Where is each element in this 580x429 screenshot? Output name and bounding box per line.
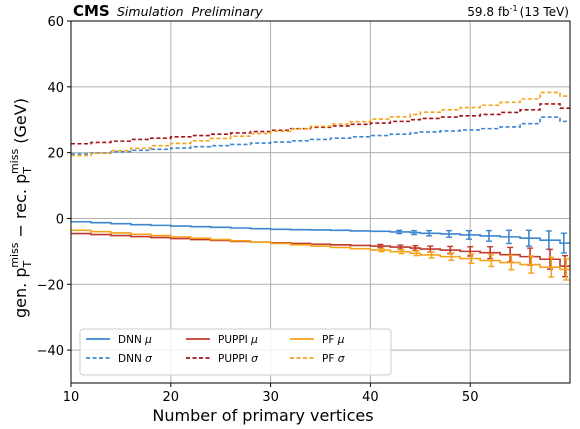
legend-label: DNN μ [118,334,152,346]
series-pf-sigma [71,91,570,157]
y-tick-label: 20 [47,147,64,162]
legend-item-pf-mu: PF μ [290,334,345,346]
legend-item-pf-sigma: PF σ [290,353,345,365]
legend-items: DNN μ DNN σ PUPPI μ PUPPI σ PF μ PF σ [86,334,345,365]
x-tick-label: 30 [262,390,279,405]
header-status: Simulation Preliminary [117,4,263,19]
header-lumi: 59.8 fb-1 (13 TeV) [467,4,569,19]
header-cms: CMS [73,2,110,20]
legend-item-puppi-mu: PUPPI μ [186,334,258,346]
y-axis-label: gen. pTmiss − rec. pTmiss (GeV) [8,98,34,318]
ticks: 10 20 30 40 50 −40 −20 0 20 40 60 [37,15,479,405]
series-puppi-mu [71,232,570,278]
legend-item-dnn-sigma: DNN σ [86,353,152,365]
legend-label: PUPPI μ [218,334,258,346]
y-tick-label: 0 [56,212,64,227]
legend-box [79,328,392,376]
x-tick-label: 40 [362,390,379,405]
legend-label: PUPPI σ [218,353,258,365]
series-line [71,116,570,155]
legend-label: PF σ [322,353,345,365]
legend: DNN μ DNN σ PUPPI μ PUPPI σ PF μ PF σ [79,328,392,376]
legend-item-dnn-mu: DNN μ [86,334,152,346]
series-pf-mu [71,229,570,281]
lumi-energy: (13 TeV) [520,5,569,19]
y-tick-label: −40 [37,344,64,359]
x-axis-label: Number of primary vertices [152,406,373,425]
series-line [71,103,570,145]
series-dnn-sigma [71,116,570,155]
x-tick-label: 10 [63,390,80,405]
lumi-exp: -1 [510,4,518,13]
x-tick-label: 50 [462,390,479,405]
x-tick-label: 20 [163,390,180,405]
y-tick-label: 60 [47,15,64,30]
y-tick-label: 40 [47,81,64,96]
series-layer [71,91,570,281]
plot-frame [70,20,571,384]
lumi-value: 59.8 fb [467,5,509,19]
legend-label: DNN σ [118,353,152,365]
legend-item-puppi-sigma: PUPPI σ [186,353,258,365]
series-puppi-sigma [71,103,570,145]
legend-label: PF μ [322,334,345,346]
series-line [71,91,570,157]
series-line [71,220,570,244]
series-line [71,229,570,271]
y-tick-label: −20 [37,278,64,293]
series-dnn-mu [71,220,570,254]
